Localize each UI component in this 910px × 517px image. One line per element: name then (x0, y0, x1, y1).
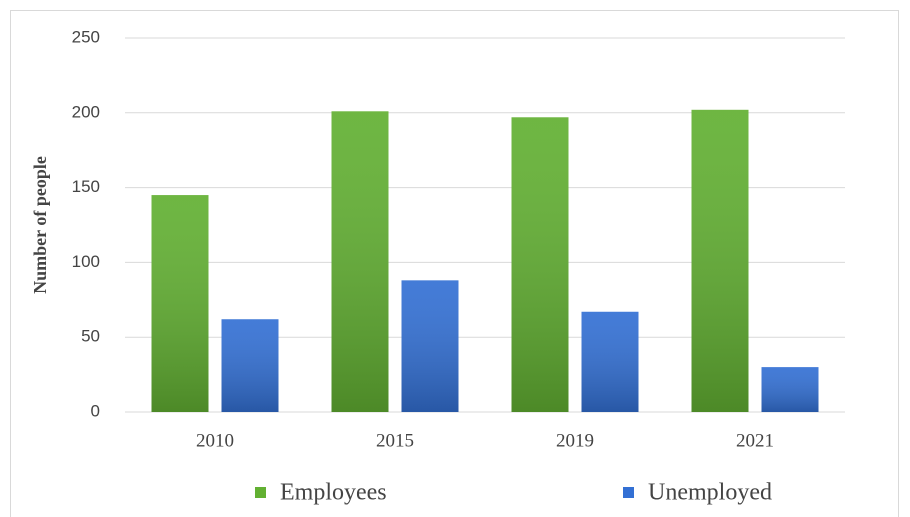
bar (691, 109, 749, 413)
x-tick-label: 2021 (736, 430, 774, 451)
legend-swatch (623, 487, 634, 498)
y-tick-label: 200 (72, 102, 100, 121)
bar (511, 117, 569, 413)
legend-swatch (255, 487, 266, 498)
y-tick-label: 0 (91, 401, 100, 420)
bar (151, 195, 209, 412)
x-tick-label: 2019 (556, 430, 594, 451)
bar (221, 319, 279, 412)
legend-label: Employees (280, 480, 387, 506)
x-tick-label: 2010 (196, 430, 234, 451)
x-tick-label: 2015 (376, 430, 414, 451)
bar (761, 367, 819, 412)
chart-border (10, 10, 899, 517)
bar (331, 111, 389, 412)
bar (581, 311, 639, 412)
y-axis-label: Number of people (30, 156, 50, 294)
y-tick-label: 50 (81, 327, 100, 346)
legend-label: Unemployed (648, 480, 772, 506)
y-tick-label: 250 (72, 27, 100, 46)
y-tick-label: 100 (72, 252, 100, 271)
y-tick-label: 150 (72, 177, 100, 196)
bar (401, 280, 459, 412)
